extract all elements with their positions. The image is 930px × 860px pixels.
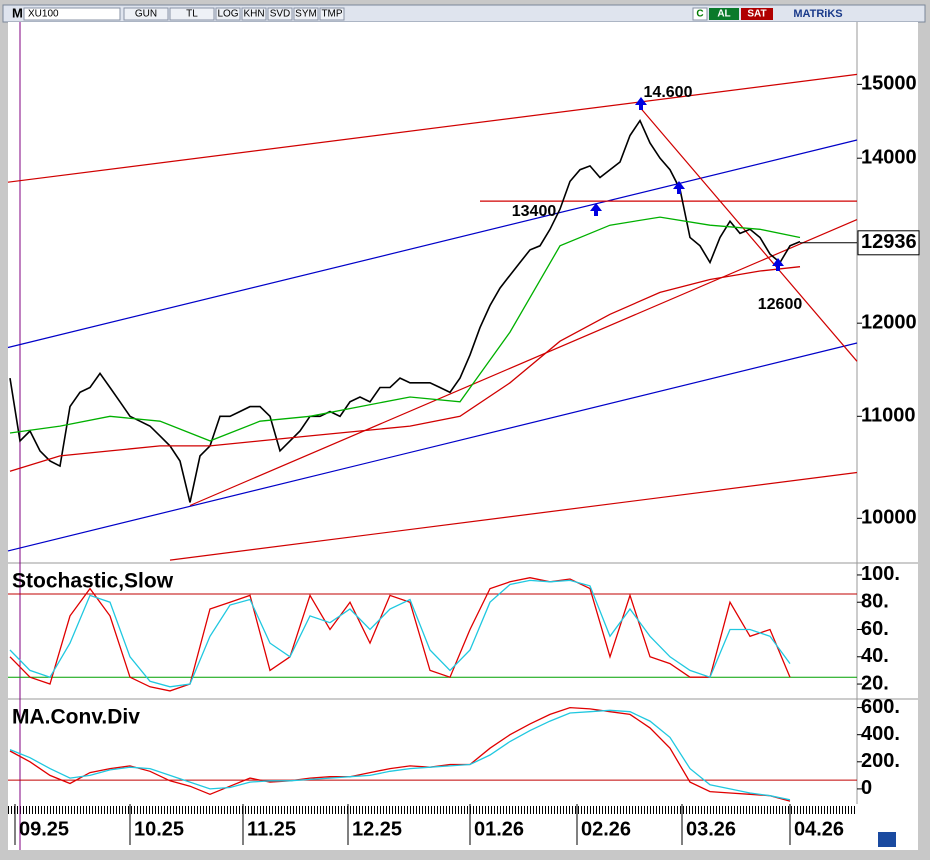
toolbar-buttons: GUN TL LOG KHN SVD SYM TMP (123, 7, 345, 21)
y-tick-label: 60. (861, 618, 889, 640)
signal-arrows (590, 97, 784, 271)
toolbar-button-label: LOG (217, 9, 238, 20)
logo: M (12, 5, 23, 20)
chart-area (8, 22, 918, 804)
x-tick-label: 03.26 (686, 818, 736, 840)
y-tick-label: 15000 (861, 73, 917, 95)
last-value-label: 12936 (861, 231, 917, 253)
y-tick-label: 40. (861, 645, 889, 667)
arrow (772, 258, 784, 271)
toolbar-button-label: SVD (270, 9, 291, 20)
arrow (590, 203, 602, 216)
trend-line (7, 139, 858, 349)
symbol: XU100 (28, 9, 59, 20)
trend-line (7, 342, 858, 552)
panel-title: MA.Conv.Div (12, 706, 140, 729)
arrow (673, 181, 685, 194)
x-tick-label: 09.25 (19, 818, 69, 840)
toolbar-button[interactable] (267, 7, 293, 21)
toolbar-button[interactable] (319, 7, 345, 21)
annotation: 12600 (758, 296, 803, 313)
x-tick-label: 01.26 (474, 818, 524, 840)
toolbar-button[interactable] (123, 7, 169, 21)
series-line (9, 216, 801, 442)
panel: 20. 40. 60. 80. 100. (8, 563, 900, 694)
buy-button[interactable] (709, 8, 739, 20)
symbol-box[interactable] (23, 7, 121, 21)
y-tick-label: 600. (861, 696, 900, 718)
x-tick-label: 04.26 (794, 818, 844, 840)
series-line (9, 266, 801, 472)
annotation: 13400 (512, 203, 557, 220)
sell-label: SAT (747, 9, 766, 20)
y-tick-label: 12000 (861, 311, 917, 333)
series-line (9, 118, 801, 503)
toolbar-button-label: TMP (321, 9, 342, 20)
toolbar-button-label: TL (186, 9, 198, 20)
toolbar-button-label: GUN (135, 9, 157, 20)
panel: 10000 11000 12000 14000 15000 12936 (7, 73, 920, 561)
y-tick-label: 20. (861, 672, 889, 694)
y-tick-label: 400. (861, 723, 900, 745)
annotation: 14.600 (644, 84, 693, 101)
toolbar-button[interactable] (692, 7, 708, 21)
arrow (635, 97, 647, 110)
toolbar-button-label: SYM (295, 9, 317, 20)
toolbar-button-label: C (696, 9, 703, 20)
y-tick-label: 10000 (861, 507, 917, 529)
refresh-button[interactable] (878, 832, 896, 847)
buy-label: AL (717, 9, 730, 20)
y-tick-label: 11000 (861, 405, 916, 427)
sell-button[interactable] (741, 8, 773, 20)
y-tick-label: 200. (861, 750, 900, 772)
series-line (9, 577, 791, 692)
x-tick-label: 12.25 (352, 818, 402, 840)
x-tick-label: 11.25 (247, 818, 296, 840)
toolbar-button[interactable] (169, 7, 215, 21)
y-tick-label: 14000 (861, 146, 917, 168)
series-line (9, 709, 791, 801)
toolbar-button-label: KHN (243, 9, 264, 20)
series-line (9, 706, 791, 802)
brand: MATRiKS (793, 8, 842, 20)
date-axis (8, 804, 918, 850)
trend-line (169, 471, 858, 561)
panel: 0 200. 400. 600. 09.25 10.25 11.25 12.25 01.26 02… (8, 696, 900, 845)
y-tick-label: 100. (861, 563, 900, 585)
panel-title: Stochastic,Slow (12, 570, 174, 593)
trend-line (189, 219, 858, 507)
toolbar-button[interactable] (241, 7, 267, 21)
plots: 10000 11000 12000 14000 15000 12936 20. 40. 60. 8… (7, 73, 920, 845)
last-value-box (857, 230, 920, 256)
trend-line (7, 73, 858, 183)
y-tick-label: 0 (861, 777, 872, 799)
y-tick-label: 80. (861, 591, 889, 613)
x-tick-label: 02.26 (581, 818, 631, 840)
trend-line (639, 107, 858, 362)
toolbar-button[interactable] (215, 7, 241, 21)
x-tick-label: 10.25 (134, 818, 184, 840)
toolbar-button[interactable] (293, 7, 319, 21)
series-line (9, 579, 791, 688)
